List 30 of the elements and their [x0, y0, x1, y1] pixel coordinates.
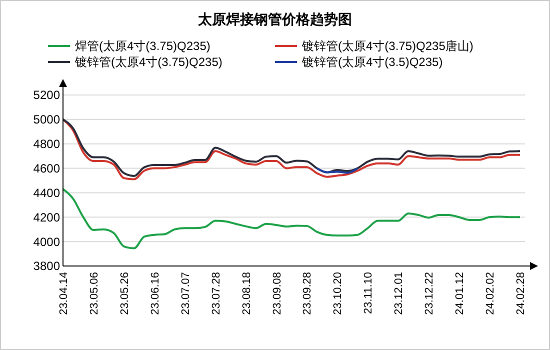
x-tick-label: 24.02.28 — [515, 272, 527, 315]
y-tick-label: 4600 — [33, 161, 60, 176]
x-tick-label: 23.07.07 — [180, 272, 192, 315]
x-tick-label: 23.07.28 — [210, 272, 222, 315]
x-tick-label: 23.04.14 — [58, 272, 70, 315]
y-tick-label: 4400 — [33, 186, 60, 200]
x-tick-label: 23.12.22 — [424, 272, 436, 315]
x-tick-label: 23.05.06 — [88, 272, 100, 315]
y-tick-label: 4000 — [33, 234, 60, 249]
y-tick-label: 4200 — [33, 210, 60, 224]
x-tick-label: 23.12.01 — [393, 272, 406, 315]
legend-label: 镀锌管(太原4寸(3.75)Q235唐山) — [301, 39, 474, 53]
y-tick-label: 5200 — [33, 88, 60, 102]
x-tick-label: 23.09.28 — [302, 272, 314, 315]
x-tick-label: 23.08.18 — [240, 272, 253, 315]
x-tick-label: 23.05.26 — [118, 272, 131, 315]
line-series — [62, 188, 521, 250]
legend-label: 镀锌管(太原4寸(3.5)Q235) — [301, 55, 443, 69]
x-tick-label: 23.10.20 — [332, 272, 344, 315]
legend-label: 焊管(太原4寸(3.75)Q235) — [75, 39, 210, 53]
chart-title: 太原焊接钢管价格趋势图 — [197, 11, 352, 27]
x-tick-label: 23.09.08 — [271, 272, 284, 315]
y-tick-label: 4800 — [33, 137, 60, 152]
x-tick-label: 24.02.02 — [484, 272, 497, 315]
x-tick-label: 23.06.16 — [149, 272, 162, 315]
y-tick-label: 3800 — [33, 259, 60, 274]
y-tick-label: 5000 — [33, 112, 60, 127]
legend-label: 镀锌管(太原4寸(3.75)Q235) — [74, 55, 222, 69]
x-tick-label: 23.11.10 — [362, 272, 375, 314]
x-tick-label: 24.01.12 — [454, 272, 466, 315]
